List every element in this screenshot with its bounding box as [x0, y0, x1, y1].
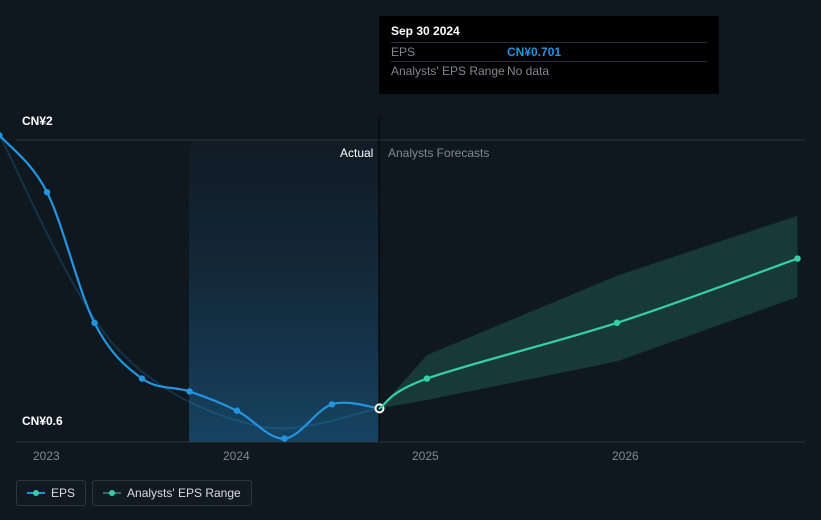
- legend-item-range[interactable]: Analysts' EPS Range: [92, 480, 252, 506]
- x-tick-2025: 2025: [412, 449, 439, 463]
- tooltip-row-eps: EPS CN¥0.701: [391, 42, 707, 61]
- tooltip-value-range: No data: [507, 64, 549, 78]
- region-label-forecast: Analysts Forecasts: [388, 146, 489, 160]
- x-tick-2023: 2023: [33, 449, 60, 463]
- eps-chart[interactable]: CN¥2 CN¥0.6 Actual Analysts Forecasts 20…: [0, 0, 821, 520]
- tooltip-label-range: Analysts' EPS Range: [391, 64, 507, 78]
- legend-item-eps[interactable]: EPS: [16, 480, 86, 506]
- tooltip-row-range: Analysts' EPS Range No data: [391, 61, 707, 80]
- legend-label-eps: EPS: [51, 486, 75, 500]
- legend-swatch-range: [103, 488, 121, 498]
- x-tick-2024: 2024: [223, 449, 250, 463]
- chart-tooltip: Sep 30 2024 EPS CN¥0.701 Analysts' EPS R…: [379, 16, 719, 94]
- x-tick-2026: 2026: [612, 449, 639, 463]
- tooltip-label-eps: EPS: [391, 45, 507, 59]
- tooltip-value-eps: CN¥0.701: [507, 45, 561, 59]
- region-label-actual: Actual: [340, 146, 373, 160]
- legend-label-range: Analysts' EPS Range: [127, 486, 241, 500]
- y-tick-top: CN¥2: [22, 114, 53, 128]
- y-tick-bottom: CN¥0.6: [22, 414, 63, 428]
- legend-swatch-eps: [27, 488, 45, 498]
- tooltip-date: Sep 30 2024: [391, 24, 707, 38]
- chart-legend: EPS Analysts' EPS Range: [16, 480, 252, 506]
